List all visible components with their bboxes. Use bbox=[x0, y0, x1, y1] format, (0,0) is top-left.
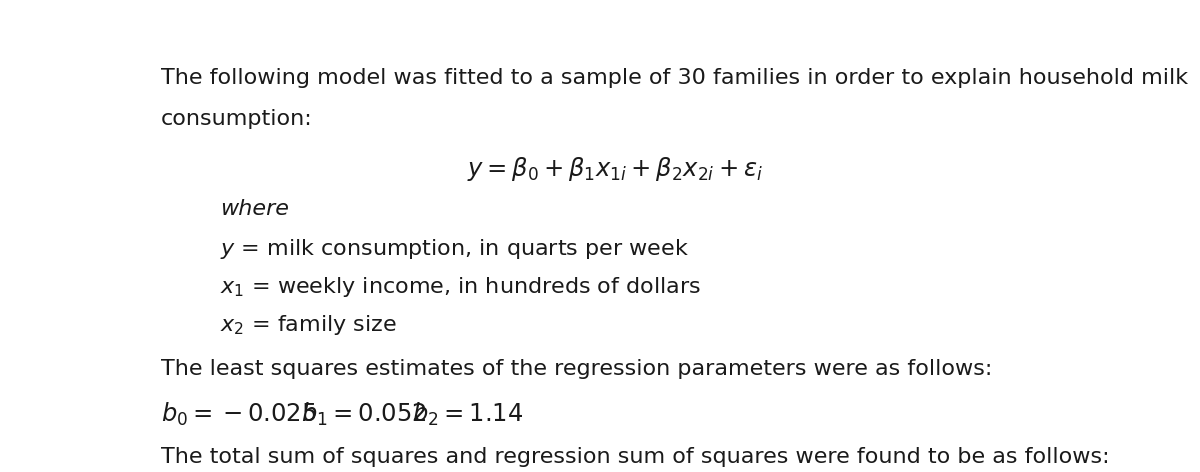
Text: where: where bbox=[220, 199, 289, 219]
Text: $b_2 = 1.14$: $b_2 = 1.14$ bbox=[413, 401, 523, 428]
Text: $x_1$ = weekly income, in hundreds of dollars: $x_1$ = weekly income, in hundreds of do… bbox=[220, 275, 701, 299]
Text: The following model was fitted to a sample of 30 families in order to explain ho: The following model was fitted to a samp… bbox=[161, 67, 1188, 87]
Text: consumption:: consumption: bbox=[161, 110, 313, 129]
Text: $b_1 = 0.052$: $b_1 = 0.052$ bbox=[301, 401, 426, 428]
Text: $b_0 = -0.025$: $b_0 = -0.025$ bbox=[161, 401, 317, 428]
Text: $y = \beta_0 + \beta_1 x_{1i} + \beta_2 x_{2i} + \varepsilon_i$: $y = \beta_0 + \beta_1 x_{1i} + \beta_2 … bbox=[467, 155, 763, 183]
Text: $y$ = milk consumption, in quarts per week: $y$ = milk consumption, in quarts per we… bbox=[220, 237, 689, 261]
Text: $x_2$ = family size: $x_2$ = family size bbox=[220, 313, 396, 337]
Text: The total sum of squares and regression sum of squares were found to be as follo: The total sum of squares and regression … bbox=[161, 447, 1110, 467]
Text: The least squares estimates of the regression parameters were as follows:: The least squares estimates of the regre… bbox=[161, 359, 992, 379]
